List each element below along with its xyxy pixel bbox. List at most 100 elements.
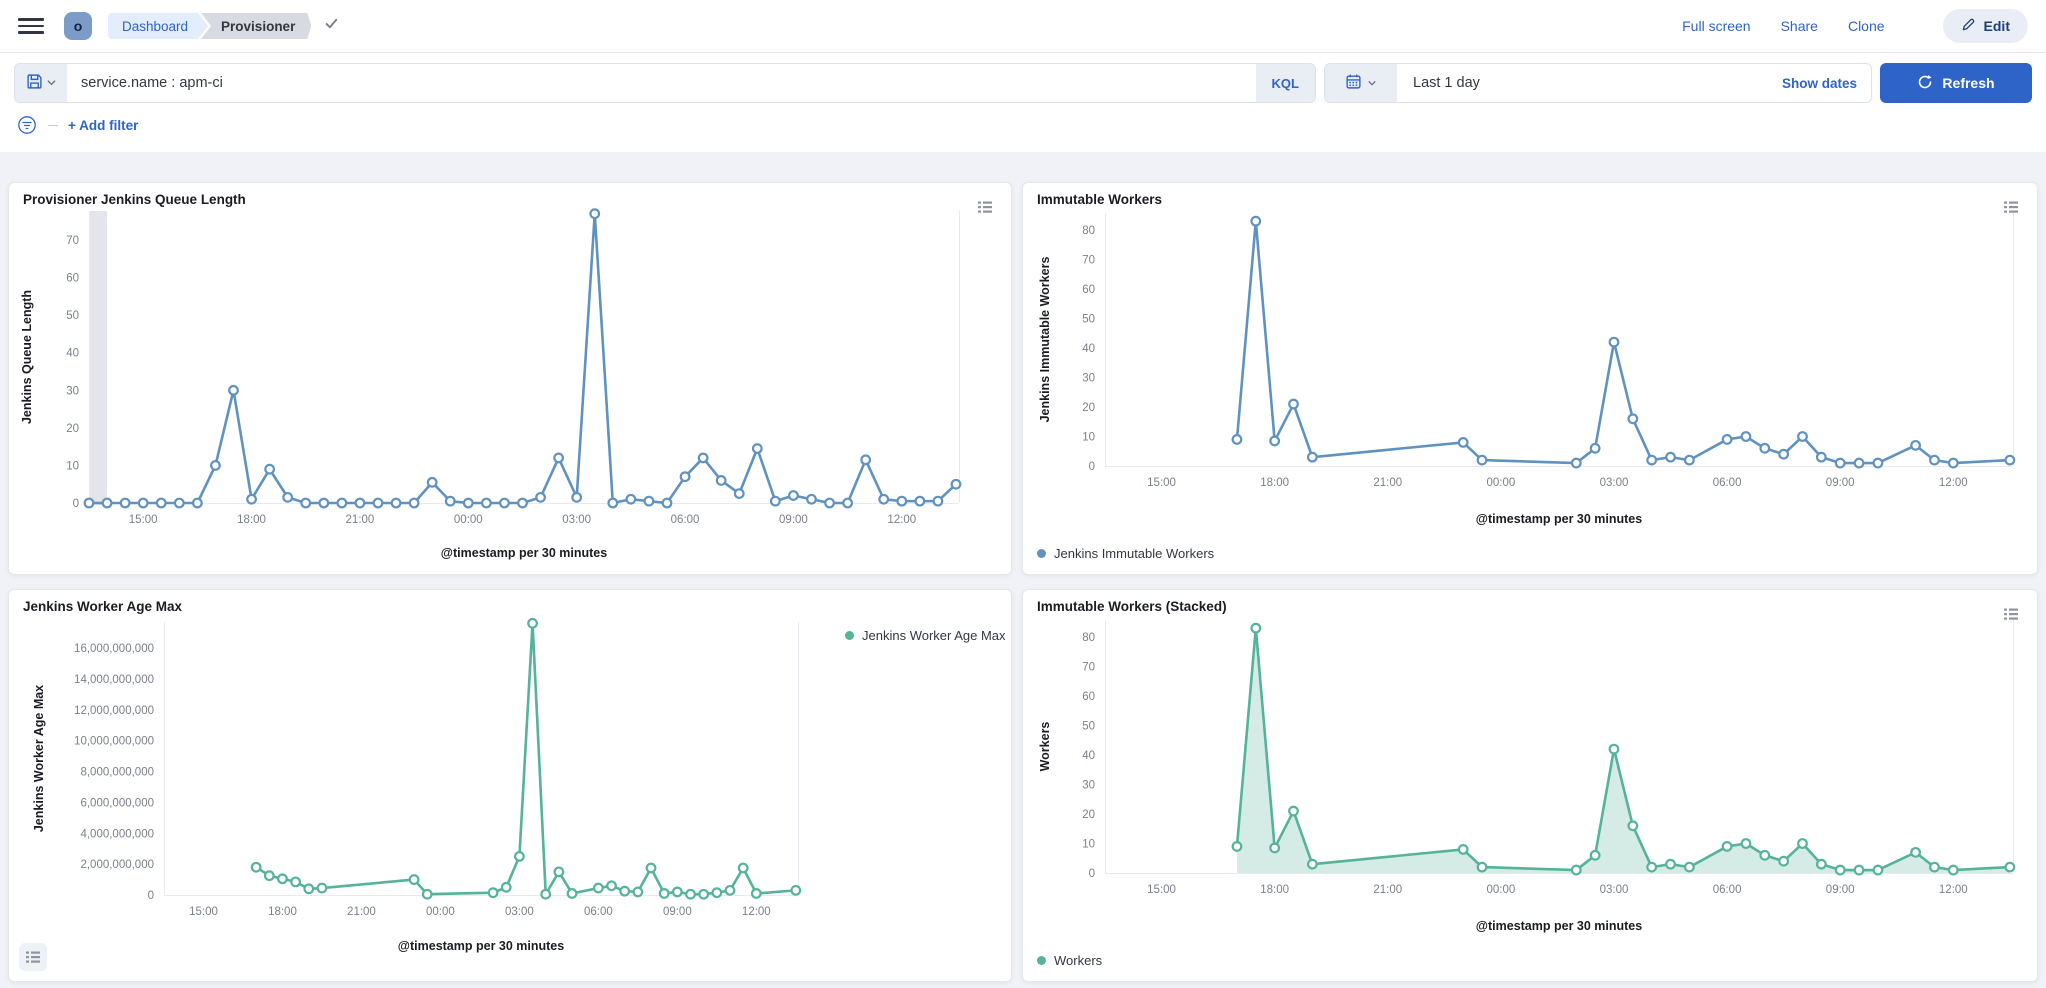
svg-text:06:00: 06:00 — [584, 906, 613, 918]
legend-item[interactable]: Jenkins Immutable Workers — [1037, 546, 1214, 561]
svg-text:12:00: 12:00 — [887, 514, 916, 526]
dashboard-grid: Provisioner Jenkins Queue Length 0 10 20 30… — [0, 152, 2046, 988]
svg-text:00:00: 00:00 — [426, 906, 455, 918]
filter-menu-icon[interactable] — [16, 114, 38, 136]
svg-text:60: 60 — [1082, 691, 1095, 703]
time-range-label[interactable]: Last 1 day — [1413, 75, 1480, 91]
refresh-button[interactable]: Refresh — [1880, 63, 2032, 103]
svg-text:60: 60 — [1082, 284, 1095, 296]
query-input[interactable] — [67, 64, 1256, 102]
list-icon — [26, 951, 40, 963]
chart-svg: 0 10 20 30 40 50 60 70 80 15:00 18:00 21:00 00:00 03:… — [1038, 620, 2016, 933]
list-icon — [2004, 608, 2018, 620]
svg-text:10: 10 — [66, 460, 79, 472]
svg-text:03:00: 03:00 — [1600, 477, 1629, 489]
pencil-icon — [1961, 17, 1976, 35]
svg-text:16,000,000,000: 16,000,000,000 — [74, 643, 154, 655]
panel-jenkins-worker-age-max: Jenkins Worker Age Max 0 2,000,000,000 4,0… — [8, 589, 1012, 982]
show-dates-link[interactable]: Show dates — [1768, 76, 1871, 91]
svg-text:00:00: 00:00 — [1486, 477, 1515, 489]
kql-badge[interactable]: KQL — [1255, 64, 1315, 102]
list-icon — [978, 201, 992, 213]
svg-text:03:00: 03:00 — [1600, 884, 1629, 896]
query-bar: KQL Last 1 day Show dates — [0, 53, 2046, 112]
menu-icon[interactable] — [18, 13, 44, 39]
svg-text:6,000,000,000: 6,000,000,000 — [80, 797, 154, 809]
add-filter-link[interactable]: + Add filter — [68, 117, 139, 133]
legend-dot — [845, 631, 854, 640]
svg-text:15:00: 15:00 — [189, 906, 218, 918]
svg-text:0: 0 — [148, 890, 154, 902]
svg-text:21:00: 21:00 — [347, 906, 376, 918]
svg-text:12:00: 12:00 — [742, 906, 771, 918]
breadcrumb-provisioner[interactable]: Provisioner — [201, 13, 311, 39]
svg-text:18:00: 18:00 — [1260, 477, 1289, 489]
panel-title[interactable]: Jenkins Worker Age Max — [23, 599, 183, 614]
filter-bar: + Add filter — [0, 112, 2046, 148]
list-icon — [2004, 201, 2018, 213]
saved-query-menu-button[interactable] — [15, 64, 67, 102]
svg-text:Jenkins Immutable Workers: Jenkins Immutable Workers — [1038, 257, 1052, 423]
svg-text:50: 50 — [66, 310, 79, 322]
svg-text:80: 80 — [1082, 632, 1095, 644]
svg-text:09:00: 09:00 — [779, 514, 808, 526]
svg-text:70: 70 — [1082, 255, 1095, 267]
svg-text:70: 70 — [66, 235, 79, 247]
edit-button[interactable]: Edit — [1942, 9, 2028, 43]
svg-text:Jenkins Queue Length: Jenkins Queue Length — [20, 290, 34, 424]
legend-toggle-button[interactable] — [971, 193, 999, 221]
svg-text:0: 0 — [1089, 461, 1095, 473]
legend-label: Workers — [1054, 953, 1103, 968]
svg-text:12:00: 12:00 — [1939, 884, 1968, 896]
date-quick-select-button[interactable] — [1325, 64, 1397, 102]
panel-immutable-workers: Immutable Workers 0 10 20 30 40 50 60 70 80 15:00… — [1022, 182, 2038, 575]
svg-text:20: 20 — [1082, 809, 1095, 821]
svg-text:10: 10 — [1082, 432, 1095, 444]
svg-text:60: 60 — [66, 273, 79, 285]
svg-text:Workers: Workers — [1038, 722, 1052, 772]
panel-title[interactable]: Immutable Workers — [1037, 192, 1163, 207]
legend-item[interactable]: Jenkins Worker Age Max — [845, 628, 1006, 643]
chevron-down-icon — [46, 76, 57, 91]
svg-text:21:00: 21:00 — [1373, 477, 1402, 489]
clone-link[interactable]: Clone — [1847, 18, 1885, 34]
legend-item[interactable]: Workers — [1037, 953, 1102, 968]
legend-toggle-button[interactable] — [1997, 600, 2025, 628]
svg-text:20: 20 — [1082, 402, 1095, 414]
svg-text:0: 0 — [73, 498, 79, 510]
legend-dot — [1037, 956, 1046, 965]
legend-toggle-button[interactable] — [1997, 193, 2025, 221]
svg-text:0: 0 — [1089, 868, 1095, 880]
full-screen-link[interactable]: Full screen — [1682, 18, 1751, 34]
svg-text:80: 80 — [1082, 225, 1095, 237]
svg-text:40: 40 — [1082, 750, 1095, 762]
svg-text:09:00: 09:00 — [1826, 477, 1855, 489]
save-icon — [26, 73, 43, 93]
query-field: KQL — [14, 63, 1316, 103]
legend-dot — [1037, 549, 1046, 558]
panel-title[interactable]: Provisioner Jenkins Queue Length — [23, 192, 246, 207]
svg-text:2,000,000,000: 2,000,000,000 — [80, 859, 154, 871]
legend-toggle-button[interactable] — [19, 943, 47, 971]
svg-text:06:00: 06:00 — [671, 514, 700, 526]
panel-title[interactable]: Immutable Workers (Stacked) — [1037, 599, 1227, 614]
svg-text:15:00: 15:00 — [129, 514, 158, 526]
svg-text:@timestamp per 30 minutes: @timestamp per 30 minutes — [1476, 512, 1642, 526]
svg-text:@timestamp per 30 minutes: @timestamp per 30 minutes — [1476, 919, 1642, 933]
svg-text:30: 30 — [66, 385, 79, 397]
chevron-down-icon — [1367, 76, 1377, 91]
svg-text:09:00: 09:00 — [1826, 884, 1855, 896]
space-avatar[interactable]: o — [64, 12, 92, 40]
check-icon — [323, 15, 340, 37]
svg-text:00:00: 00:00 — [454, 514, 483, 526]
svg-text:18:00: 18:00 — [237, 514, 266, 526]
refresh-icon — [1917, 74, 1933, 93]
breadcrumb-dashboard[interactable]: Dashboard — [108, 13, 208, 39]
svg-text:12:00: 12:00 — [1939, 477, 1968, 489]
svg-text:18:00: 18:00 — [1260, 884, 1289, 896]
top-actions: Full screen Share Clone Edit — [1682, 9, 2028, 43]
svg-text:40: 40 — [66, 348, 79, 360]
svg-text:@timestamp per 30 minutes: @timestamp per 30 minutes — [441, 546, 607, 560]
svg-text:00:00: 00:00 — [1486, 884, 1515, 896]
share-link[interactable]: Share — [1780, 18, 1818, 34]
